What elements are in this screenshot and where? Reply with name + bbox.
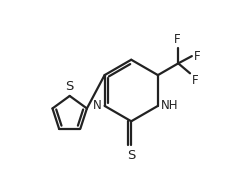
Text: F: F [192,74,199,87]
Text: S: S [65,80,74,93]
Text: N: N [93,99,102,112]
Text: F: F [194,50,201,63]
Text: S: S [127,149,135,162]
Text: NH: NH [161,99,178,112]
Text: F: F [174,33,181,46]
